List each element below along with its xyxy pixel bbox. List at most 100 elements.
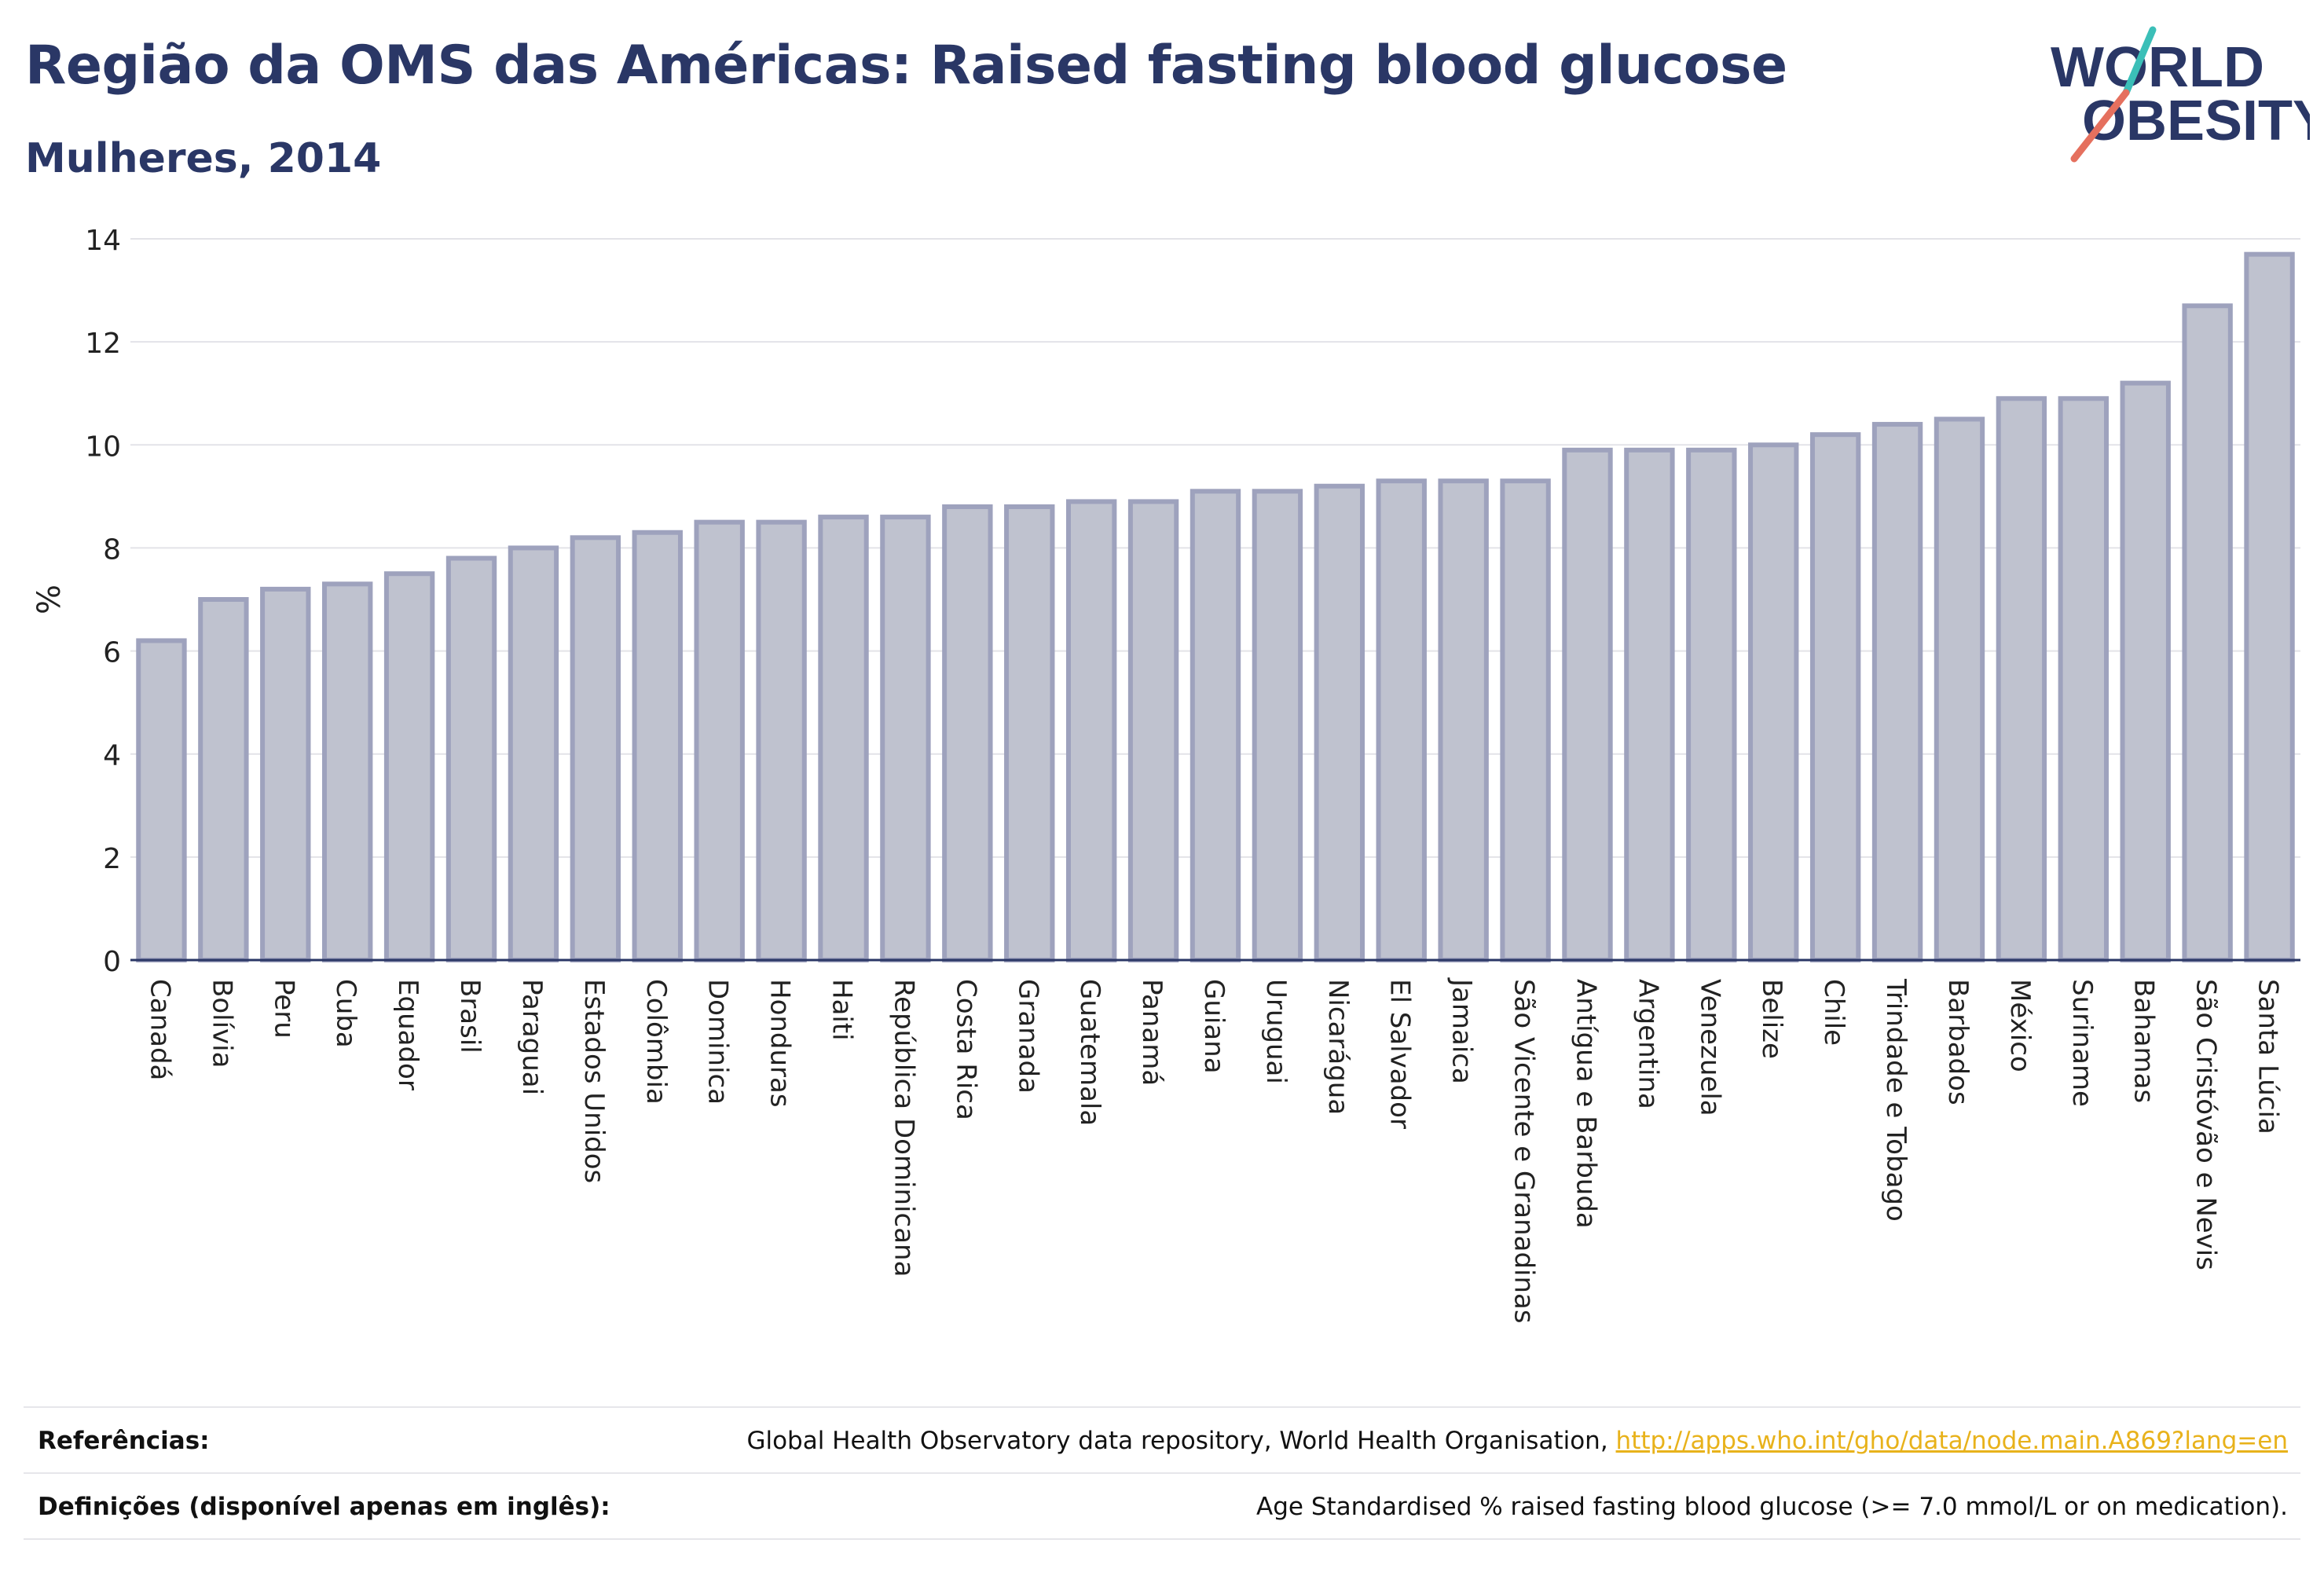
x-tick-label: Guiana	[1198, 979, 1230, 1074]
bar	[445, 555, 497, 962]
bar	[1809, 432, 1861, 962]
x-tick-label: Estados Unidos	[578, 979, 610, 1183]
bar	[1562, 447, 1613, 962]
x-tick-label: Cuba	[330, 979, 361, 1048]
x-tick-label: México	[2004, 979, 2036, 1072]
y-tick-label: 0	[103, 946, 121, 978]
x-tick-label: Santa Lúcia	[2253, 979, 2284, 1134]
x-tick-label: Brasil	[454, 979, 486, 1054]
bar	[1748, 442, 1799, 962]
x-tick-label: Nicarágua	[1322, 979, 1354, 1115]
footer-divider	[24, 1472, 2300, 1474]
bar	[694, 519, 745, 962]
references-value: Global Health Observatory data repositor…	[746, 1427, 2288, 1455]
x-tick-label: República Dominicana	[888, 979, 919, 1277]
bar	[1871, 422, 1923, 962]
y-tick-label: 14	[85, 225, 121, 257]
x-tick-label: Suriname	[2066, 979, 2098, 1107]
x-tick-label: Granada	[1012, 979, 1043, 1094]
bar	[1189, 489, 1241, 962]
definitions-row: Definições (disponível apenas em inglês)…	[24, 1475, 2300, 1541]
bar	[136, 638, 187, 962]
bar	[632, 530, 683, 962]
bar	[756, 519, 807, 962]
y-axis-label: %	[31, 585, 68, 614]
bar	[1314, 483, 1365, 962]
x-tick-label: Antígua e Barbuda	[1570, 979, 1601, 1229]
x-tick-label: Canadá	[144, 979, 175, 1080]
x-tick-label: Honduras	[764, 979, 796, 1108]
definitions-label: Definições (disponível apenas em inglês)…	[38, 1493, 610, 1521]
bar	[1252, 489, 1303, 962]
world-obesity-logo: WORLD OBESITY	[2051, 26, 2310, 163]
chart-title: Região da OMS das Américas: Raised fasti…	[25, 35, 1787, 97]
bar	[2058, 396, 2109, 962]
bar	[1376, 478, 1427, 962]
footer-divider	[24, 1406, 2300, 1408]
y-tick-label: 4	[103, 740, 121, 772]
bar	[570, 535, 621, 962]
bar	[818, 515, 869, 962]
references-text: Global Health Observatory data repositor…	[746, 1427, 1608, 1455]
bar	[383, 571, 435, 962]
bar	[942, 504, 993, 962]
x-tick-label: Costa Rica	[950, 979, 981, 1120]
bar	[1934, 416, 1985, 962]
bars	[136, 251, 2295, 963]
logo-slash-teal-icon	[2122, 26, 2157, 97]
y-tick-label: 6	[103, 637, 121, 669]
chart-subtitle: Mulheres, 2014	[25, 135, 382, 182]
x-tick-label: Equador	[392, 979, 423, 1090]
y-tick-label: 2	[103, 843, 121, 875]
bar	[508, 545, 559, 962]
x-tick-label: Panamá	[1136, 979, 1167, 1086]
x-tick-label: Bolívia	[206, 979, 237, 1068]
bar	[1624, 447, 1675, 962]
y-tick-label: 10	[85, 431, 121, 463]
x-tick-label: Jamaica	[1446, 977, 1478, 1084]
x-tick-label: São Vicente e Granadinas	[1508, 979, 1540, 1324]
bar	[260, 586, 311, 963]
y-axis-ticks: 0 2 4 6 8 10 12 14	[85, 225, 121, 978]
x-tick-label: Venezuela	[1694, 979, 1725, 1116]
footer-divider	[24, 1538, 2300, 1540]
bar	[322, 581, 373, 962]
x-tick-label: Bahamas	[2128, 979, 2160, 1103]
x-tick-label: Trindade e Tobago	[1880, 978, 1912, 1222]
x-tick-label: Belize	[1756, 979, 1787, 1059]
x-axis-ticks: Canadá Bolívia Peru Cuba Equador Brasil Paragu…	[144, 977, 2283, 1324]
references-label: Referências:	[38, 1427, 210, 1455]
references-link[interactable]: http://apps.who.int/gho/data/node.main.A…	[1615, 1427, 2288, 1455]
bar	[1996, 396, 2047, 962]
references-row: Referências: Global Health Observatory d…	[24, 1409, 2300, 1475]
x-tick-label: Chile	[1818, 979, 1849, 1046]
x-tick-label: Argentina	[1632, 979, 1663, 1109]
x-tick-label: Peru	[268, 979, 299, 1039]
x-tick-label: Dominica	[702, 979, 734, 1105]
x-tick-label: El Salvador	[1384, 979, 1416, 1129]
x-tick-label: São Cristóvão e Nevis	[2190, 979, 2222, 1270]
bar	[1500, 478, 1551, 962]
logo-slash-coral-icon	[2070, 89, 2130, 163]
bar	[2182, 303, 2233, 962]
logo-line1: WORLD	[2051, 36, 2264, 99]
bar	[1686, 447, 1737, 962]
bar	[198, 597, 249, 962]
y-tick-label: 12	[85, 328, 121, 360]
x-tick-label: Guatemala	[1074, 979, 1105, 1126]
bar	[2120, 380, 2171, 963]
bar	[1004, 504, 1055, 962]
x-tick-label: Haiti	[827, 979, 858, 1041]
x-tick-label: Uruguai	[1260, 979, 1292, 1084]
definitions-text: Age Standardised % raised fasting blood …	[1256, 1493, 2288, 1521]
x-tick-label: Colômbia	[640, 979, 672, 1105]
bar	[2244, 251, 2295, 962]
bar	[1438, 478, 1489, 962]
y-tick-label: 8	[103, 533, 121, 566]
bar	[1065, 499, 1117, 962]
bar	[880, 515, 931, 962]
x-tick-label: Barbados	[1942, 979, 1974, 1105]
bar	[1127, 499, 1179, 962]
x-tick-label: Paraguai	[516, 979, 548, 1095]
bar-chart: 0 2 4 6 8 10 12 14 Canadá Bolívia Peru Cuba Equador…	[31, 225, 2300, 1324]
